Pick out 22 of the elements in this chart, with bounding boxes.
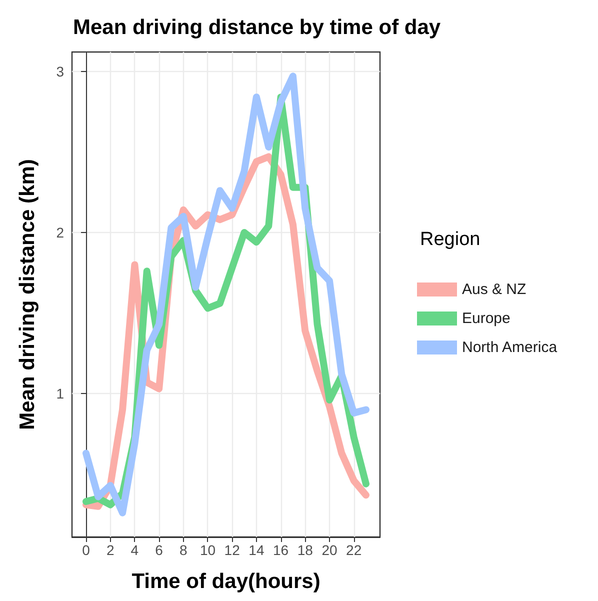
x-tick-label: 4	[130, 542, 139, 558]
y-tick-label: 3	[56, 63, 64, 80]
x-tick-label: 10	[200, 542, 216, 558]
chart-title: Mean driving distance by time of day	[73, 16, 441, 39]
x-tick-label: 14	[248, 542, 264, 558]
legend-label: Aus & NZ	[462, 281, 526, 298]
x-axis-title: Time of day(hours)	[132, 570, 320, 593]
x-tick-label: 20	[322, 542, 338, 558]
x-tick-label: 2	[106, 542, 114, 558]
y-axis-title: Mean driving distance (km)	[16, 159, 39, 430]
x-tick-label: 18	[297, 542, 314, 558]
x-tick-label: 8	[179, 542, 188, 558]
x-tick-label: 0	[82, 542, 90, 558]
x-tick-label: 12	[224, 542, 240, 558]
y-tick-label: 2	[56, 224, 64, 240]
y-tick-label: 1	[56, 386, 64, 402]
legend-title: Region	[420, 229, 480, 250]
legend-label: North America	[462, 339, 558, 356]
x-tick-label: 6	[155, 542, 164, 558]
legend-label: Europe	[462, 310, 510, 327]
x-tick-label: 16	[272, 542, 289, 558]
x-tick-label: 22	[346, 542, 362, 558]
